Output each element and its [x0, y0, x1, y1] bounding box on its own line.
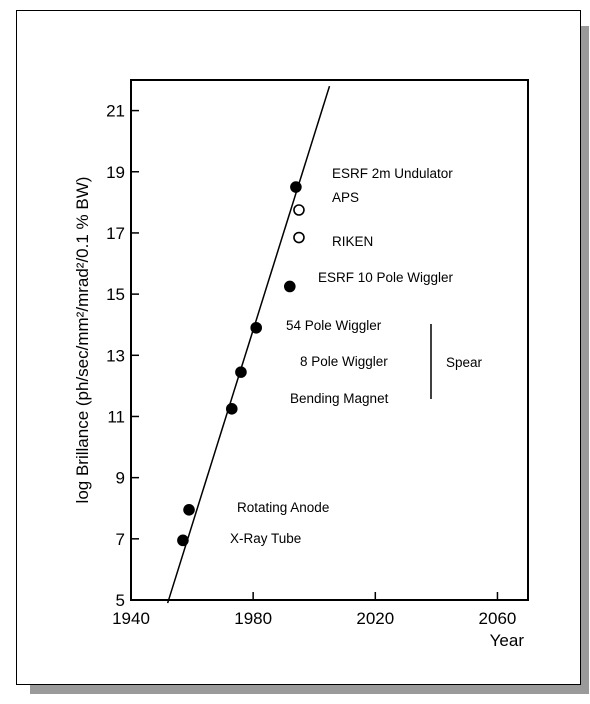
x-axis-ticks: 1940 1980 2020 2060: [112, 592, 516, 628]
point-label: X-Ray Tube: [230, 531, 301, 546]
x-tick-label: 1980: [234, 609, 272, 628]
y-axis-ticks: 5 7 9 11 13 15 17 19 21: [106, 102, 139, 610]
data-point-filled: [225, 403, 238, 415]
y-tick-label: 17: [106, 224, 125, 243]
x-axis-title: Year: [490, 631, 525, 650]
data-point-filled: [290, 181, 302, 193]
data-point-open: [293, 204, 305, 216]
frame-shadow-right: [581, 26, 589, 691]
y-tick-label: 13: [106, 346, 125, 365]
point-label: ESRF 2m Undulator: [332, 166, 453, 181]
data-points: [177, 181, 305, 547]
point-labels: X-Ray Tube Rotating Anode Bending Magnet 8 …: [230, 166, 454, 546]
data-point-open: [293, 231, 305, 244]
point-label: 8 Pole Wiggler: [300, 354, 388, 369]
point-label: Bending Magnet: [290, 391, 389, 406]
frame-shadow-bottom: [30, 685, 589, 694]
y-axis-title: log Brillance (ph/sec/mm²/mrad²/0.1 % BW…: [73, 177, 92, 504]
figure-frame: [16, 10, 581, 685]
spear-label: Spear: [446, 355, 483, 370]
x-tick-label: 2020: [356, 609, 394, 628]
x-tick-label: 2060: [479, 609, 517, 628]
data-point-filled: [177, 534, 189, 547]
y-tick-label: 19: [106, 163, 125, 182]
point-label: APS: [332, 190, 359, 205]
trend-line-group: [166, 85, 331, 604]
y-tick-label: 7: [116, 530, 125, 549]
trend-line: [166, 85, 331, 604]
plot-area-border: [130, 79, 529, 601]
data-point-filled: [250, 321, 263, 334]
point-label: Rotating Anode: [237, 500, 329, 515]
spear-group: Spear: [430, 324, 483, 399]
point-label: RIKEN: [332, 234, 373, 249]
data-point-filled: [283, 280, 296, 293]
y-tick-label: 21: [106, 102, 125, 121]
y-tick-label: 11: [107, 407, 125, 426]
x-tick-label: 1940: [112, 609, 150, 628]
data-point-filled: [235, 366, 247, 378]
y-tick-label: 9: [116, 469, 125, 488]
point-label: ESRF 10 Pole Wiggler: [318, 270, 454, 285]
point-label: 54 Pole Wiggler: [286, 318, 382, 333]
y-tick-label: 15: [106, 285, 125, 304]
data-point-filled: [183, 503, 195, 516]
y-tick-label: 5: [116, 591, 125, 610]
